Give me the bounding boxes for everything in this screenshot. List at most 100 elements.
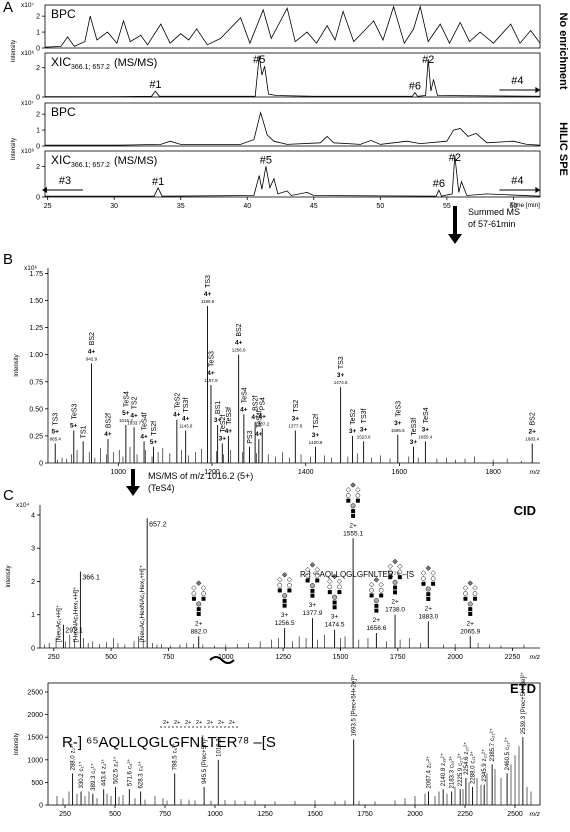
y-tick-label: 4 <box>31 512 35 519</box>
y-tick-label: 0.75 <box>29 379 43 386</box>
site-label: 2+ <box>218 720 224 726</box>
x-tick-label: 1250 <box>257 811 273 818</box>
mz-label: 1656.6 <box>366 625 386 632</box>
peak-name: TeS2f <box>220 415 227 433</box>
ion-label: [NeuAc₁HexNAc₁Hex₁+H]⁺ <box>139 565 146 642</box>
x-tick-label: 250 <box>59 811 71 818</box>
mz-label: 1197.8 <box>204 378 218 383</box>
y-axis-label: Intensity <box>14 354 20 376</box>
mz-label: 798.5 <box>173 755 179 771</box>
x-axis-label: Time [min] <box>510 202 540 209</box>
charge-label: 4+ <box>207 370 215 377</box>
peak-name: TeS4f <box>256 410 263 428</box>
ion-label: 2140.8z₁₈²⁺ <box>440 753 447 786</box>
mz-label: 1377.8 <box>288 424 302 429</box>
x-tick-label: 1600 <box>392 469 408 476</box>
arrow-head <box>535 187 541 193</box>
charge-label: 2+ <box>195 620 203 627</box>
charge-label: 3+ <box>219 436 227 443</box>
peak-label: #2 <box>449 152 461 164</box>
mz-label: 2140.8 <box>441 767 447 786</box>
ion-name: c₂₃²⁺ <box>504 737 511 750</box>
glycan-icon <box>327 573 343 610</box>
y-tick-label: 0 <box>36 95 40 102</box>
x-tick-label: 2500 <box>507 811 523 818</box>
y-axis-label: Intensity <box>11 40 17 62</box>
mz-label: 571.6 <box>127 771 133 787</box>
mz-label: 2067.4 <box>426 769 432 788</box>
mz-label: 2385.7 <box>490 742 496 761</box>
peak-label: #1 <box>152 176 164 188</box>
y-tick-label: 2 <box>36 164 40 171</box>
charge-label: 2+ <box>349 522 357 529</box>
mz-label: 1655.4 <box>419 434 433 439</box>
mz-label: 2460.5 <box>505 751 511 770</box>
charge-label: 5+ <box>70 423 78 430</box>
peak-name: TeS4 <box>123 391 130 407</box>
y-scale: x10⁷ <box>21 2 34 9</box>
peak-name: TeS3f <box>411 418 418 436</box>
ion-name: z₁₈²⁺ <box>440 753 447 766</box>
ion-name: c₂₀²⁺ <box>457 753 464 766</box>
trace <box>45 155 541 197</box>
panel-letter: B <box>3 251 13 268</box>
charge-label: 4+ <box>130 412 138 419</box>
trace <box>45 111 541 146</box>
mz-label: 2183.3 <box>450 769 456 788</box>
x-tick-label: 1500 <box>307 811 323 818</box>
peak-label: #5 <box>260 154 272 166</box>
transition-arrow-head <box>126 486 140 496</box>
x-tick-label: 1500 <box>333 654 349 661</box>
x-tick-label: 2000 <box>447 654 463 661</box>
peak-label: #1 <box>149 79 161 91</box>
ion-label: 2345.9z₂₁²⁺ <box>481 749 488 782</box>
sequence: R-] ⁶⁵AQLLQGLGFNLTER⁷⁸ –[S <box>300 570 414 579</box>
y-tick-label: 2 <box>36 112 40 119</box>
x-axis-label: m/z <box>530 811 541 818</box>
trace <box>44 55 541 98</box>
ion-name: z₂₀²⁺ <box>463 742 470 755</box>
trace-title-sub: 366.1; 657.2 <box>71 64 110 71</box>
charge-label: 3+ <box>360 426 368 433</box>
charge-label: 4+ <box>182 416 190 423</box>
plot-frame <box>47 682 541 806</box>
x-tick-label: 30 <box>110 203 118 210</box>
site-label: 2+ <box>174 720 180 726</box>
ion-label: 1693.5[Prec+5H+2e]³⁺ <box>351 674 358 737</box>
peak-name: TeS2 <box>174 393 181 409</box>
transition-arrow-head <box>448 234 462 244</box>
ion-label: 502.5z₄¹⁺ <box>113 756 120 784</box>
mz-label: 1474.5 <box>334 380 348 385</box>
x-tick-label: 1000 <box>218 654 234 661</box>
y-tick-label: 0 <box>39 461 43 468</box>
peak-name: TS2f <box>313 414 320 429</box>
y-tick-label: 0 <box>39 803 43 810</box>
x-tick-label: 60 <box>509 203 517 210</box>
peak-name: TeS4 <box>423 407 430 423</box>
ion-name: z₄¹⁺ <box>113 756 120 767</box>
y-tick-label: 2000 <box>27 712 43 719</box>
mz-label: 2539.3 <box>521 715 527 734</box>
peak-name: TeS2 <box>350 409 357 425</box>
peak-name: TeS3 <box>71 403 78 419</box>
plot-frame <box>44 150 541 198</box>
y-scale: x10⁶ <box>21 50 34 57</box>
peak-name: TeS3 <box>395 401 402 417</box>
mz-label: 292.1 <box>65 628 83 635</box>
charge-label: 4+ <box>104 431 112 438</box>
plot-frame <box>44 102 541 147</box>
y-axis-label: Intensity <box>11 138 17 160</box>
side-label: No enrichment <box>557 12 569 89</box>
y-tick-label: 0.50 <box>29 406 43 413</box>
y-tick-label: 3 <box>31 546 35 553</box>
ion-label: 389.3c₃¹⁺ <box>90 763 97 791</box>
trace-title: XIC366.1; 657.2 (MS/MS) <box>51 55 157 71</box>
site-label: 2+ <box>185 720 191 726</box>
ion-name: z₂₁²⁺ <box>481 749 488 762</box>
x-tick-label: 250 <box>48 654 60 661</box>
y-tick-label: 1.00 <box>29 352 43 359</box>
ion-name: [Prec+5H+2e]³⁺ <box>351 674 358 716</box>
x-tick-label: 1000 <box>110 469 126 476</box>
peak-name: TeS3 <box>208 351 215 367</box>
